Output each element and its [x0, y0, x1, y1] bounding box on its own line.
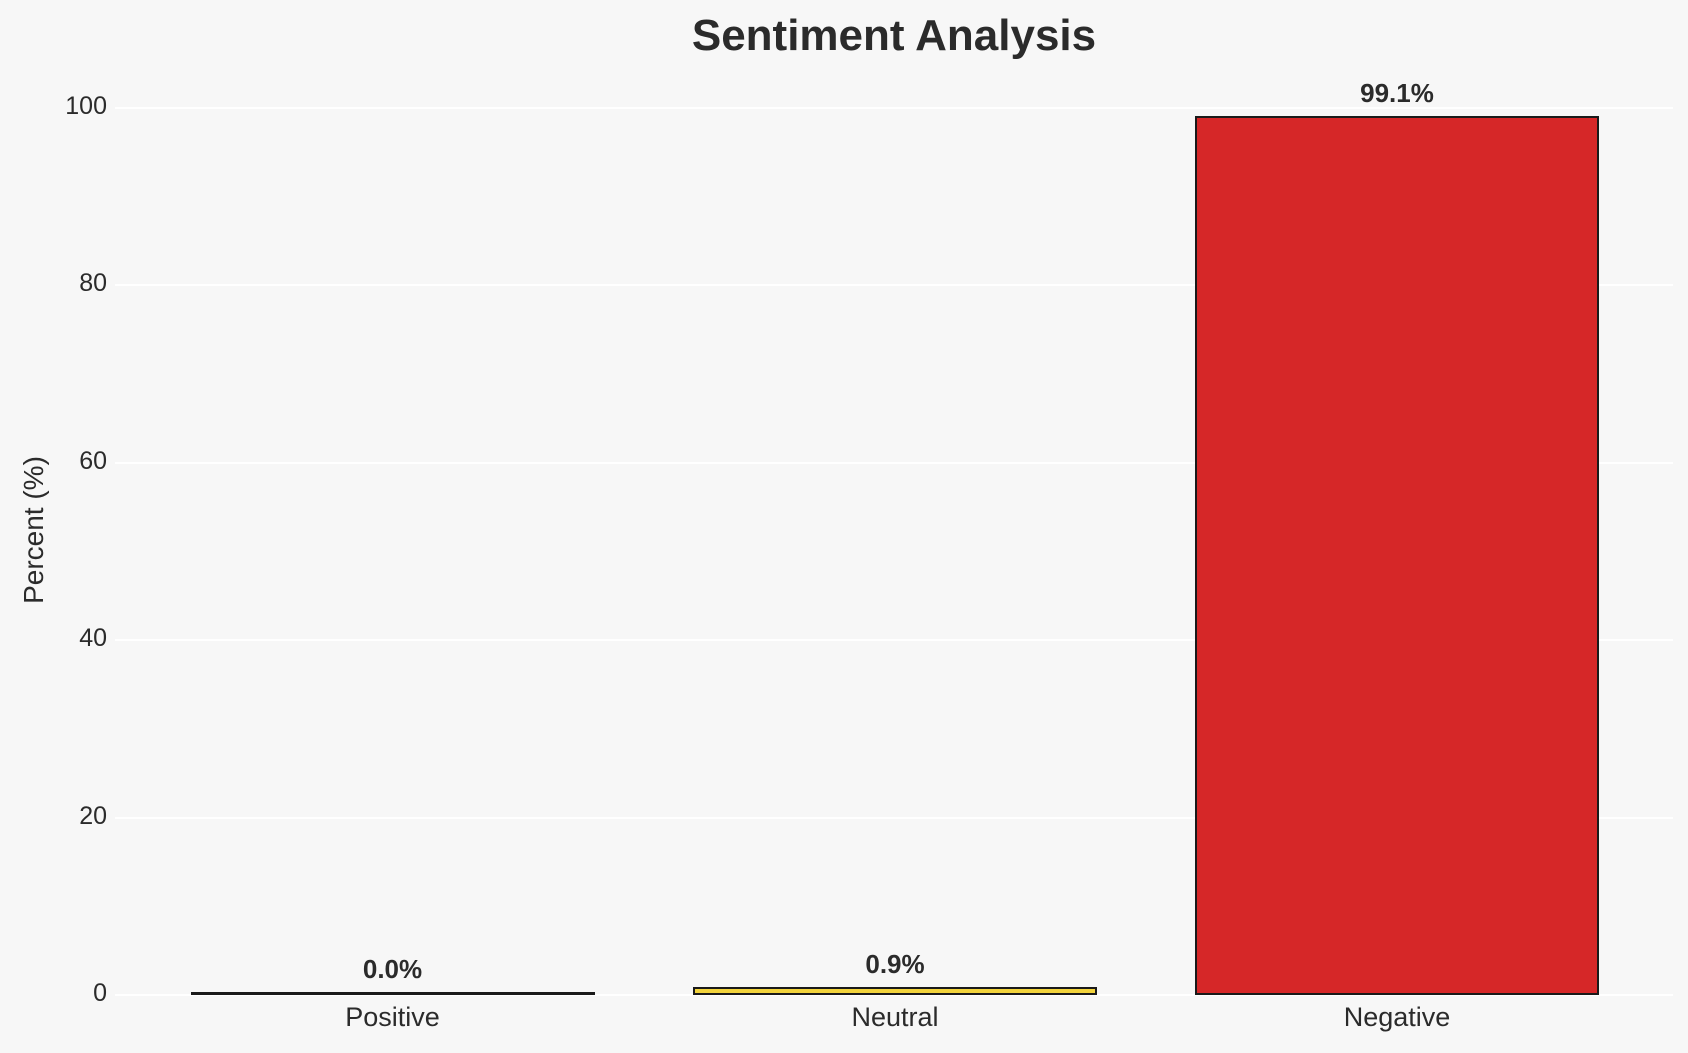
gridline-y-80	[115, 284, 1673, 287]
plot-area	[115, 64, 1673, 996]
bar-negative	[1195, 116, 1599, 995]
y-tick-label: 20	[79, 801, 107, 830]
gridline-y-0	[115, 994, 1673, 996]
y-tick-label: 0	[93, 979, 107, 1007]
chart-title: Sentiment Analysis	[691, 11, 1097, 60]
bar-value-label-neutral: 0.9%	[865, 949, 925, 979]
bar-value-label-negative: 99.1%	[1360, 78, 1434, 108]
gridline-y-40	[115, 639, 1673, 642]
y-axis-label: Percent (%)	[18, 456, 49, 604]
x-tick-label-negative: Negative	[1343, 1002, 1451, 1032]
gridline-y-20	[115, 816, 1673, 819]
gridline-y-100	[115, 107, 1673, 109]
bar-positive	[190, 992, 595, 995]
gridline-y-60	[115, 461, 1673, 464]
y-tick-label: 100	[65, 92, 107, 120]
y-tick-label: 80	[79, 269, 107, 298]
x-tick-label-neutral: Neutral	[851, 1002, 939, 1032]
y-tick-label: 60	[79, 446, 107, 475]
bar-neutral	[693, 987, 1097, 995]
y-tick-label: 40	[79, 624, 107, 653]
bar-value-label-positive: 0.0%	[362, 954, 423, 984]
x-tick-label-positive: Positive	[345, 1002, 440, 1032]
